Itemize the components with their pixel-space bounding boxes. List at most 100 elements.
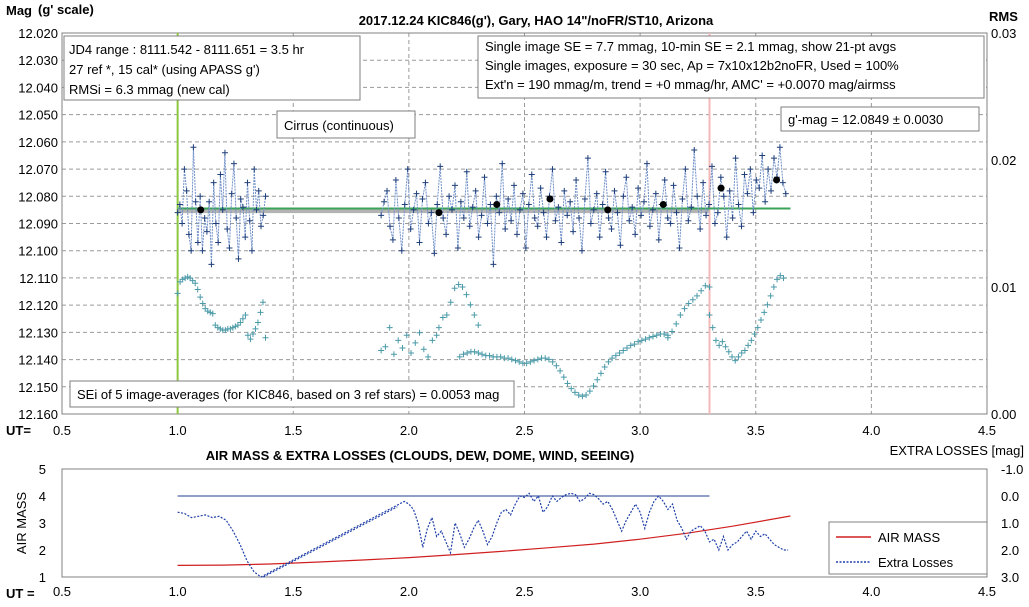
rmsi-point (568, 385, 575, 392)
kic846-point (638, 212, 645, 219)
kic846-point (602, 168, 609, 175)
kic846-point (596, 234, 603, 241)
kic846-point (251, 166, 258, 173)
gmag-box-text: g'-mag = 12.0849 ± 0.0030 (788, 112, 943, 127)
lower-x-tick-label: 1.5 (284, 584, 302, 599)
rmsi-point (722, 343, 729, 350)
rmsi-point (635, 338, 642, 345)
kic846-point (431, 250, 438, 257)
cirrus-box-text: Cirrus (continuous) (284, 118, 394, 133)
kic846-point (525, 201, 532, 208)
rmsi-point (187, 275, 194, 282)
rmsi-point (199, 300, 206, 307)
average-point (197, 206, 205, 214)
y-tick-label: 12.120 (18, 298, 58, 313)
kic846-point (578, 247, 585, 254)
kic846-point (443, 231, 450, 238)
rmsi-point (706, 284, 713, 290)
rmsi-point (646, 334, 653, 341)
kic846-point (217, 171, 224, 178)
rmsi-point (425, 353, 432, 360)
y-tick-label: 12.070 (18, 162, 58, 177)
kic846-point (451, 182, 458, 189)
kic846-point (174, 209, 181, 216)
kic846-point (253, 206, 260, 213)
kic846-series-line (380, 147, 787, 265)
y-tick-label: 12.050 (18, 108, 58, 123)
rmsi-point (237, 319, 244, 326)
kic846-point (410, 206, 417, 213)
rmsi-point (455, 281, 462, 288)
kic846-point (673, 209, 680, 216)
kic846-point (614, 209, 621, 216)
rmsi-point (420, 346, 427, 353)
kic846-point (750, 209, 757, 216)
kic846-point (181, 166, 188, 173)
kic846-point (199, 247, 206, 254)
kic846-point (212, 220, 219, 227)
rmsi-point (627, 342, 634, 349)
rmsi-point (497, 353, 504, 360)
y-tick-label: 12.030 (18, 53, 58, 68)
rmsi-point (192, 280, 199, 287)
rmsi-point (631, 341, 638, 348)
rmsi-point (182, 275, 189, 282)
rmsi-point (390, 351, 397, 358)
rmsi-point (505, 355, 512, 362)
kic846-point (384, 187, 391, 194)
kic846-point (208, 261, 215, 268)
rmsi-point (512, 357, 519, 364)
kic846-point (649, 206, 656, 213)
y-tick-label: 12.040 (18, 80, 58, 95)
rmsi-point (616, 350, 623, 357)
rmsi-point (435, 324, 442, 331)
kic846-point (395, 215, 402, 222)
kic846-point (552, 217, 559, 224)
average-point (546, 195, 554, 203)
rmsi-point (531, 357, 538, 364)
rmsi-point (447, 299, 454, 306)
kic846-point (711, 220, 718, 227)
kic846-point (176, 201, 183, 208)
sei-box (69, 380, 515, 408)
rmsi-point (702, 282, 709, 289)
rmsi-point (761, 309, 768, 316)
rmsi-point (774, 276, 781, 283)
rmsi-point (475, 350, 482, 357)
rmsi-point (590, 383, 597, 390)
air-mass-line (177, 515, 791, 567)
rmsi-point (227, 325, 234, 332)
y2-tick-label: 0.00 (991, 407, 1016, 422)
kic846-point (581, 196, 588, 203)
rmsi-point (249, 330, 256, 337)
kic846-point (197, 193, 204, 200)
rmsi-point (464, 350, 471, 357)
rmsi-point (459, 284, 466, 290)
rmsi-point (586, 388, 593, 395)
y2-tick-label: 0.02 (991, 153, 1016, 168)
rmsi-point (204, 308, 211, 315)
kic846-point (531, 215, 538, 222)
kic846-point (611, 187, 618, 194)
kic846-point (528, 171, 535, 178)
rmsi-point (467, 301, 474, 308)
rmsi-point (189, 277, 196, 284)
rmsi-point (623, 344, 630, 351)
kic846-point (190, 144, 197, 151)
y-tick-label: 12.100 (18, 244, 58, 259)
kic846-point (623, 174, 630, 181)
rmsi-point (748, 337, 755, 344)
rmsi-point (638, 337, 645, 344)
y-tick-label: 12.060 (18, 135, 58, 150)
kic846-point (635, 185, 642, 192)
rmsi-point (694, 292, 701, 299)
rmsi-point (194, 286, 201, 293)
rmsi-point (460, 351, 467, 358)
kic846-point (599, 201, 606, 208)
kic846-point (201, 215, 208, 222)
kic846-point (434, 201, 441, 208)
rmsi-point (689, 296, 696, 303)
rmsi-point (709, 324, 716, 331)
rmsi-point (685, 300, 692, 307)
kic846-point (587, 220, 594, 227)
